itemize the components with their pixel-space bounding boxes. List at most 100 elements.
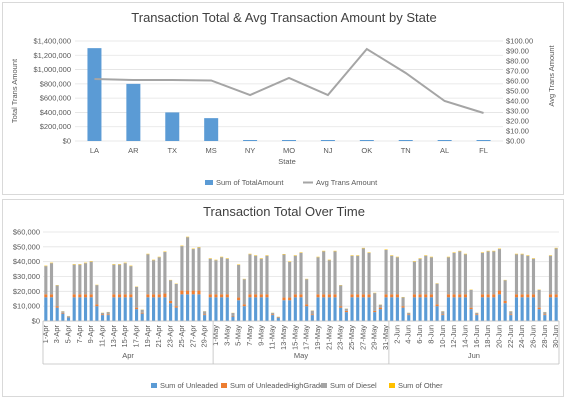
stack-segment (129, 294, 133, 298)
stack-segment (322, 297, 326, 321)
y-tick-label: $0 (32, 317, 40, 326)
x-tick-label: 19-May (313, 325, 322, 350)
stack-segment (135, 307, 139, 310)
stack-segment (265, 297, 269, 321)
x-tick-label: TX (167, 146, 177, 155)
stack-segment (378, 304, 382, 308)
stack-segment (259, 258, 263, 295)
stack-segment (152, 260, 156, 295)
stack-segment (117, 297, 122, 321)
stack-segment (254, 297, 258, 321)
stack-segment (373, 293, 377, 311)
x-tick-label: OK (361, 146, 372, 155)
stack-segment (418, 258, 422, 295)
legend-label-avg: Avg Trans Amount (316, 178, 378, 187)
x-tick-label: MO (283, 146, 295, 155)
stack-segment (548, 255, 553, 295)
stack-segment (367, 252, 371, 295)
stack-segment (186, 294, 190, 321)
stack-segment (537, 289, 541, 308)
stack-segment (361, 294, 365, 298)
stack-segment (526, 294, 530, 298)
stack-segment (305, 306, 309, 321)
stack-segment (373, 310, 377, 313)
stack-segment (361, 248, 365, 295)
x-tick-label: 24-Jun (517, 325, 526, 348)
stack-segment (316, 294, 320, 298)
stack-segment (452, 252, 456, 295)
stack-segment (492, 297, 496, 321)
stack-segment (203, 311, 207, 315)
stack-segment (191, 249, 195, 291)
state-chart-legend: Sum of TotalAmount Avg Trans Amount (205, 178, 378, 187)
stack-segment (117, 264, 122, 295)
stack-segment (83, 263, 88, 295)
y-tick-label: $1,200,000 (33, 51, 71, 60)
stack-segment (458, 297, 462, 321)
stack-segment (452, 294, 456, 298)
x-tick-label: 21-Apr (154, 325, 163, 348)
stack-segment (390, 294, 394, 298)
stack-segment (441, 315, 445, 321)
stack-segment (197, 294, 201, 321)
stack-segment (429, 257, 433, 295)
x-tick-label: 7-Apr (75, 325, 84, 344)
stack-segment (356, 255, 360, 295)
stack-segment (169, 303, 173, 321)
stack-segment (288, 297, 292, 301)
stack-segment (100, 315, 105, 321)
stack-segment (225, 294, 229, 298)
stack-segment (548, 297, 553, 321)
month-label: Jun (468, 351, 480, 360)
stack-segment (310, 314, 314, 316)
y-tick-label: $50,000 (13, 242, 40, 251)
stack-segment (180, 290, 184, 295)
stack-segment (350, 297, 354, 321)
stack-segment (203, 315, 207, 321)
stack-segment (78, 264, 82, 295)
stack-segment (503, 303, 507, 321)
y-tick-label: $1,400,000 (33, 37, 71, 46)
stack-segment (44, 297, 48, 321)
stack-segment (157, 297, 161, 321)
stack-segment (543, 315, 547, 321)
stack-segment (208, 297, 212, 321)
stack-segment (191, 294, 195, 321)
stack-segment (265, 294, 269, 298)
stack-segment (537, 307, 541, 310)
stack-segment (186, 290, 190, 295)
x-tick-label: 3-Apr (52, 325, 61, 344)
stack-segment (548, 294, 553, 298)
bar-ok (359, 140, 374, 141)
stack-segment (203, 314, 207, 316)
legend-label-unleaded: Sum of Unleaded (160, 381, 218, 390)
state-chart-svg: Transaction Total & Avg Transaction Amou… (10, 10, 556, 187)
stack-segment (123, 294, 127, 298)
state-chart-xlabel: State (278, 157, 296, 166)
x-tick-label: TN (401, 146, 411, 155)
y-tick-label: $400,000 (40, 108, 71, 117)
stack-segment (390, 297, 394, 321)
x-tick-label: NJ (323, 146, 332, 155)
stack-segment (520, 297, 524, 321)
stack-segment (378, 309, 382, 321)
stack-segment (180, 246, 184, 291)
stack-segment (537, 309, 541, 321)
x-tick-label: 1-May (211, 325, 220, 346)
stack-segment (310, 315, 314, 321)
stack-segment (469, 309, 473, 321)
stack-segment (412, 294, 416, 298)
stack-segment (429, 294, 433, 298)
stack-segment (282, 254, 286, 298)
stack-segment (55, 307, 59, 321)
y-tick-label: $200,000 (40, 122, 71, 131)
stack-segment (492, 251, 496, 295)
stack-segment (169, 280, 173, 301)
stack-segment (412, 297, 416, 321)
x-tick-label: 9-May (256, 325, 265, 346)
legend-label-total: Sum of TotalAmount (216, 178, 284, 187)
stack-segment (373, 312, 377, 321)
x-tick-label: NY (245, 146, 255, 155)
x-tick-label: 25-May (347, 325, 356, 350)
stack-segment (520, 254, 524, 295)
